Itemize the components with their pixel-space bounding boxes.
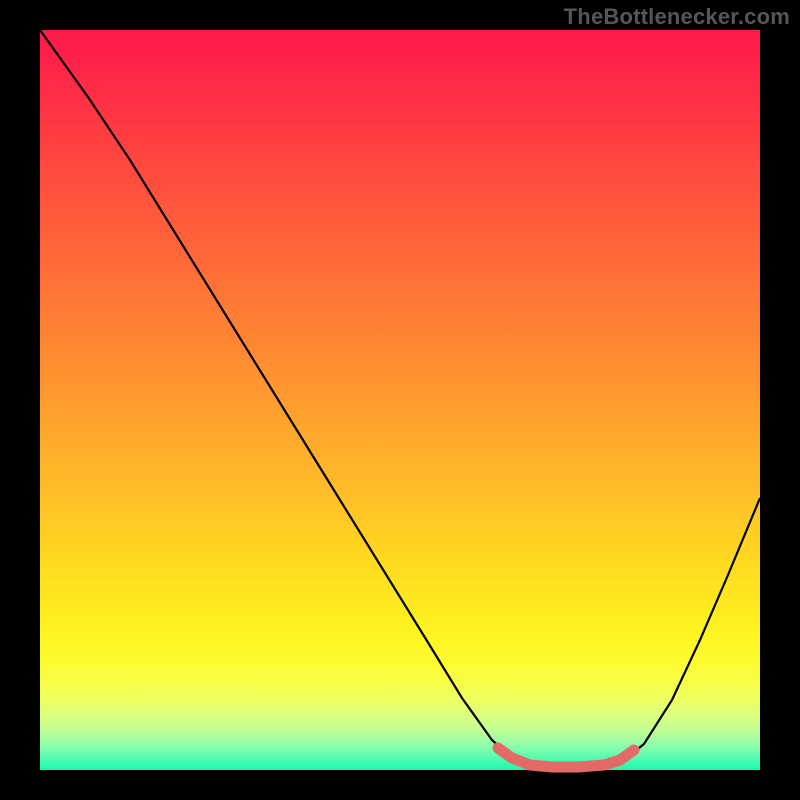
bottleneck-chart xyxy=(0,0,800,800)
watermark-text: TheBottlenecker.com xyxy=(564,4,790,30)
chart-container: TheBottlenecker.com xyxy=(0,0,800,800)
plot-background xyxy=(40,30,760,770)
